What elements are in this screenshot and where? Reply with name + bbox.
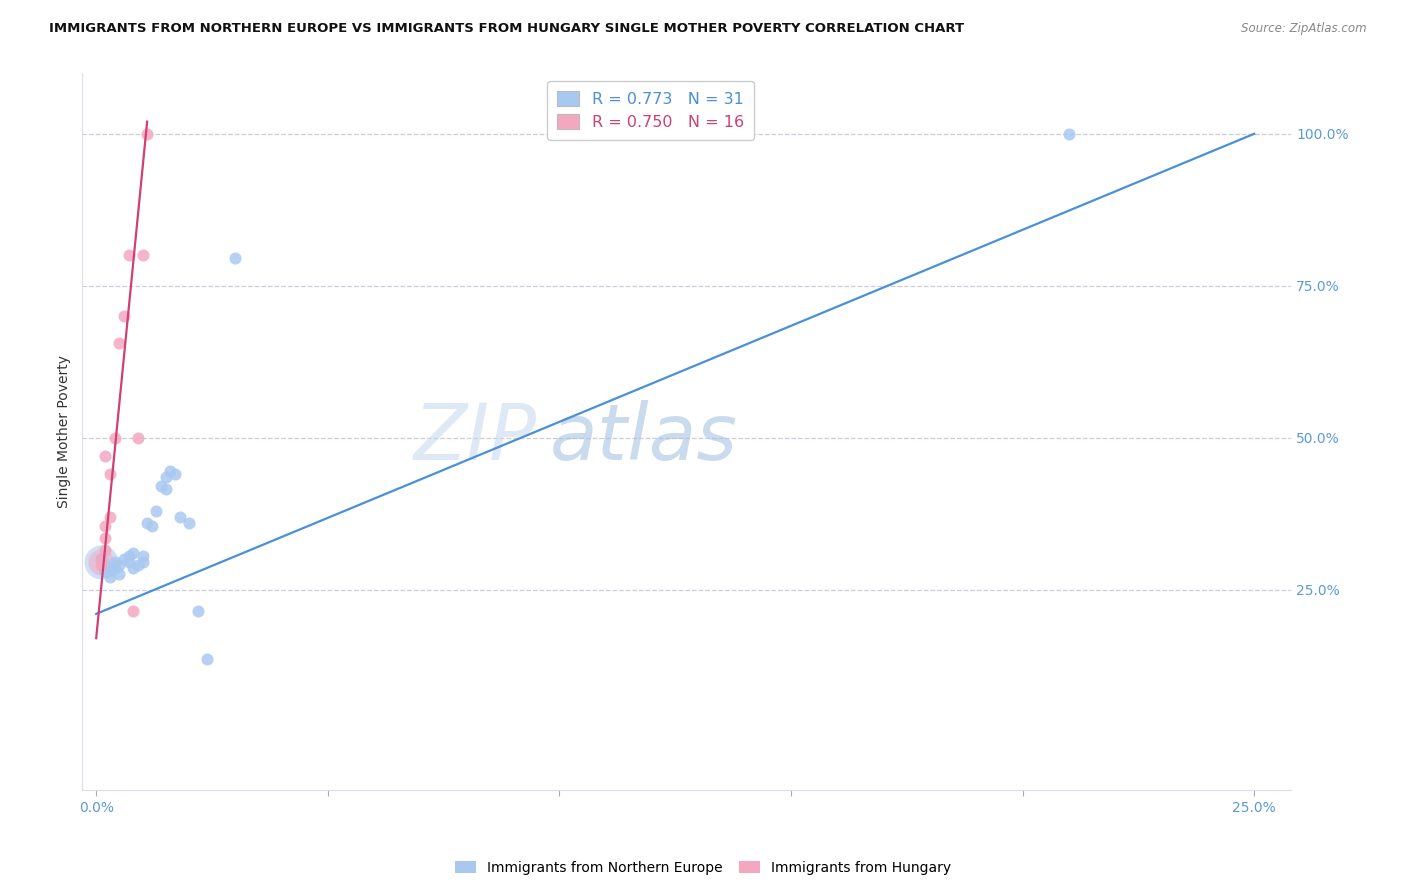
Point [104, 431, 127, 445]
Point [104, 561, 127, 575]
Point [224, 252, 246, 266]
Point [127, 558, 149, 573]
Point [117, 555, 139, 569]
Point [108, 558, 131, 573]
Text: Source: ZipAtlas.com: Source: ZipAtlas.com [1241, 22, 1367, 36]
Point [169, 509, 191, 524]
Point [177, 516, 200, 530]
Point [117, 549, 139, 563]
Point [94, 565, 117, 579]
Y-axis label: Single Mother Poverty: Single Mother Poverty [58, 355, 72, 508]
Point [98, 565, 121, 579]
Point [112, 309, 135, 323]
Point [112, 552, 135, 566]
Point [117, 248, 139, 262]
Point [131, 248, 153, 262]
Point [94, 531, 117, 545]
Point [131, 549, 153, 563]
Text: atlas: atlas [550, 400, 738, 475]
Point [90, 555, 112, 569]
Legend: R = 0.773   N = 31, R = 0.750   N = 16: R = 0.773 N = 31, R = 0.750 N = 16 [547, 81, 754, 139]
Point [108, 336, 131, 351]
Point [98, 570, 121, 584]
Point [94, 518, 117, 533]
Point [195, 652, 218, 666]
Point [187, 604, 209, 618]
Point [94, 543, 117, 558]
Point [155, 483, 177, 497]
Point [131, 555, 153, 569]
Point [159, 464, 181, 478]
Point [104, 555, 127, 569]
Point [108, 567, 131, 582]
Point [94, 449, 117, 463]
Point [122, 604, 145, 618]
Text: ZIP: ZIP [413, 400, 536, 475]
Point [90, 552, 112, 566]
Point [90, 552, 112, 566]
Point [141, 518, 163, 533]
Point [94, 558, 117, 573]
Point [136, 127, 159, 141]
Legend: Immigrants from Northern Europe, Immigrants from Hungary: Immigrants from Northern Europe, Immigra… [450, 855, 956, 880]
Text: IMMIGRANTS FROM NORTHERN EUROPE VS IMMIGRANTS FROM HUNGARY SINGLE MOTHER POVERTY: IMMIGRANTS FROM NORTHERN EUROPE VS IMMIG… [49, 22, 965, 36]
Point [90, 558, 112, 573]
Point [127, 431, 149, 445]
Point [122, 561, 145, 575]
Point [98, 509, 121, 524]
Point [145, 503, 167, 517]
Point [163, 467, 186, 482]
Point [90, 555, 112, 569]
Point [1057, 127, 1080, 141]
Point [150, 479, 173, 493]
Point [155, 470, 177, 484]
Point [122, 546, 145, 560]
Point [98, 467, 121, 482]
Point [136, 516, 159, 530]
